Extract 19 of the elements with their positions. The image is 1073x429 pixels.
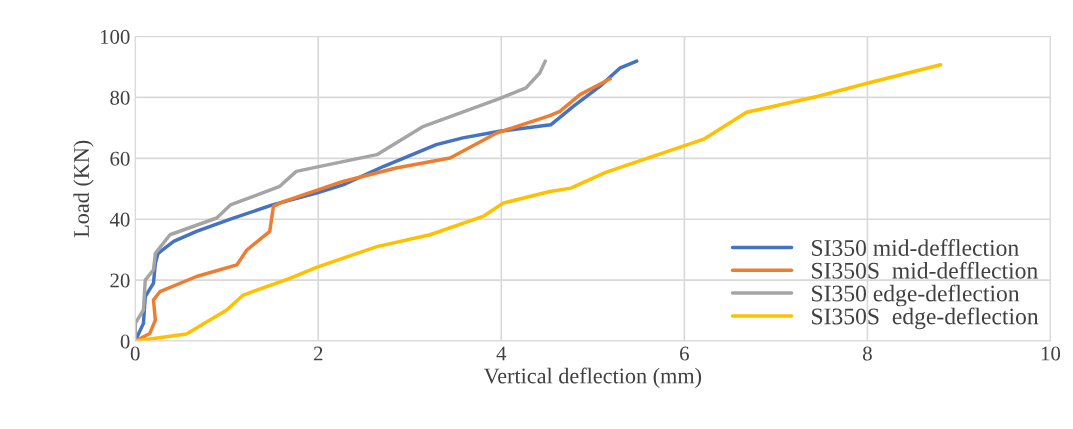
- x-tick-label: 6: [680, 346, 689, 361]
- y-tick-label: 40: [109, 212, 130, 227]
- x-tick-label: 10: [1041, 346, 1061, 361]
- x-tick-label: 0: [130, 346, 140, 361]
- y-tick-label: 100: [100, 29, 130, 44]
- x-tick-label: 2: [313, 346, 323, 361]
- y-tick-label: 80: [110, 90, 130, 105]
- y-axis-title: Load (KN): [73, 140, 94, 238]
- y-tick-label: 60: [110, 151, 130, 166]
- x-axis-title: Vertical deflection (mm): [483, 367, 702, 388]
- x-tick-label: 4: [496, 346, 507, 361]
- y-tick-label: 20: [110, 273, 130, 288]
- legend-label: SI350 edge-deflection: [812, 284, 1020, 307]
- legend-label: SI350S mid-defflection: [812, 261, 1038, 279]
- legend-label: SI350S edge-deflection: [812, 307, 1039, 330]
- line-series: [135, 59, 547, 342]
- y-tick-label: 0: [120, 334, 130, 349]
- legend-label: SI350 mid-defflection: [812, 239, 1019, 256]
- x-tick-label: 8: [863, 346, 872, 361]
